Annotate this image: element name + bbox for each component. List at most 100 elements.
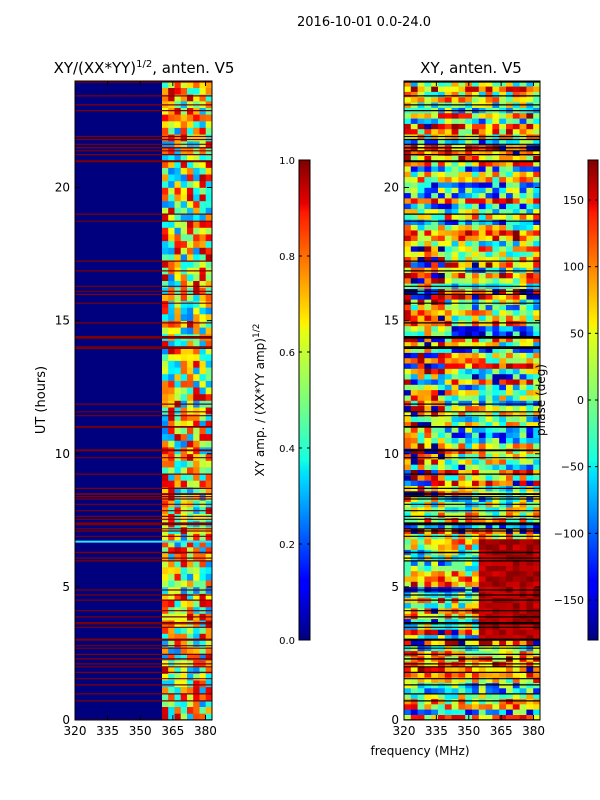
phase-cell	[451, 310, 459, 316]
phase-cell	[431, 613, 439, 620]
phase-cell	[410, 565, 418, 572]
phase-cell	[519, 203, 527, 210]
phase-cell	[485, 176, 493, 183]
phase-cell	[519, 341, 527, 348]
phase-cell	[533, 640, 541, 646]
amplitude-cell	[162, 220, 169, 228]
phase-cell	[465, 363, 473, 369]
phase-cell	[485, 570, 493, 577]
phase-cell	[492, 379, 500, 385]
phase-cell	[526, 565, 534, 572]
amplitude-cell	[168, 666, 175, 674]
phase-cell	[424, 453, 432, 460]
phase-cell	[506, 443, 514, 449]
amplitude-cell	[199, 234, 207, 242]
phase-cell	[506, 400, 514, 407]
phase-cell	[465, 352, 473, 359]
phase-cell	[519, 128, 527, 135]
phase-cell	[444, 650, 452, 657]
phase-cell	[458, 400, 466, 407]
phase-cell	[424, 160, 432, 167]
phase-cell	[458, 240, 466, 247]
phase-cell	[404, 128, 412, 135]
amplitude-cell	[205, 247, 213, 255]
phase-cell	[410, 272, 418, 279]
phase-cell	[417, 357, 425, 364]
amplitude-cell	[162, 134, 169, 142]
phase-cell	[404, 517, 412, 524]
phase-cell	[417, 341, 425, 348]
phase-cell	[431, 294, 439, 300]
phase-cell	[465, 576, 473, 582]
phase-cell	[451, 347, 459, 353]
phase-cell	[492, 331, 500, 337]
phase-cell	[465, 512, 473, 518]
phase-cell	[499, 251, 507, 257]
phase-cell	[533, 240, 541, 247]
phase-cell	[519, 325, 527, 332]
amplitude-cell	[180, 280, 188, 288]
phase-cell	[417, 256, 425, 263]
phase-cell	[458, 576, 466, 582]
phase-cell	[472, 405, 480, 412]
amplitude-cell	[180, 573, 188, 581]
amplitude-cell	[168, 413, 175, 421]
phase-cell	[451, 453, 459, 460]
colorbar-tick-label: 150	[563, 194, 584, 207]
phase-cell	[417, 384, 425, 391]
phase-cell	[485, 166, 493, 172]
phase-cell	[478, 128, 486, 135]
phase-cell	[472, 251, 480, 257]
phase-cell	[485, 453, 493, 460]
phase-cell	[533, 256, 541, 263]
phase-cell	[458, 389, 466, 396]
phase-cell	[438, 560, 446, 566]
phase-cell	[506, 416, 514, 423]
amplitude-cell	[180, 480, 188, 488]
amplitude-cell	[205, 686, 213, 694]
phase-cell	[404, 171, 412, 178]
phase-cell	[465, 634, 473, 641]
phase-cell	[417, 411, 425, 417]
phase-cell	[417, 453, 425, 460]
amplitude-cell	[199, 413, 207, 421]
phase-cell	[404, 539, 412, 545]
phase-cell	[512, 113, 520, 119]
phase-cell	[485, 693, 493, 699]
phase-cell	[526, 113, 534, 119]
amplitude-cell	[174, 706, 182, 714]
phase-cell	[512, 235, 520, 241]
amplitude-cell	[187, 553, 194, 561]
phase-cell	[404, 634, 412, 641]
phase-cell	[410, 187, 418, 194]
amplitude-cell	[168, 347, 175, 355]
phase-cell	[485, 560, 493, 566]
phase-cell	[431, 368, 439, 375]
phase-cell	[458, 560, 466, 566]
amplitude-cell	[168, 200, 175, 208]
phase-cell	[485, 278, 493, 284]
phase-cell	[485, 214, 493, 220]
phase-cell	[424, 176, 432, 183]
phase-cell	[519, 523, 527, 529]
phase-cell	[499, 411, 507, 417]
phase-cell	[512, 602, 520, 609]
phase-cell	[438, 443, 446, 449]
phase-cell	[533, 576, 541, 582]
phase-cell	[506, 389, 514, 396]
phase-cell	[458, 405, 466, 412]
phase-cell	[519, 81, 527, 87]
amplitude-cell	[180, 194, 188, 202]
amplitude-plot-frame	[74, 80, 213, 721]
phase-cell	[417, 634, 425, 641]
phase-cell	[499, 416, 507, 423]
phase-cell	[410, 373, 418, 380]
phase-cell	[431, 421, 439, 428]
phase-cell	[512, 475, 520, 481]
phase-cell	[417, 251, 425, 257]
amplitude-cell	[174, 513, 182, 521]
amplitude-cell	[162, 320, 169, 328]
phase-cell	[404, 709, 412, 715]
phase-cell	[438, 693, 446, 699]
amplitude-cell	[180, 580, 188, 588]
